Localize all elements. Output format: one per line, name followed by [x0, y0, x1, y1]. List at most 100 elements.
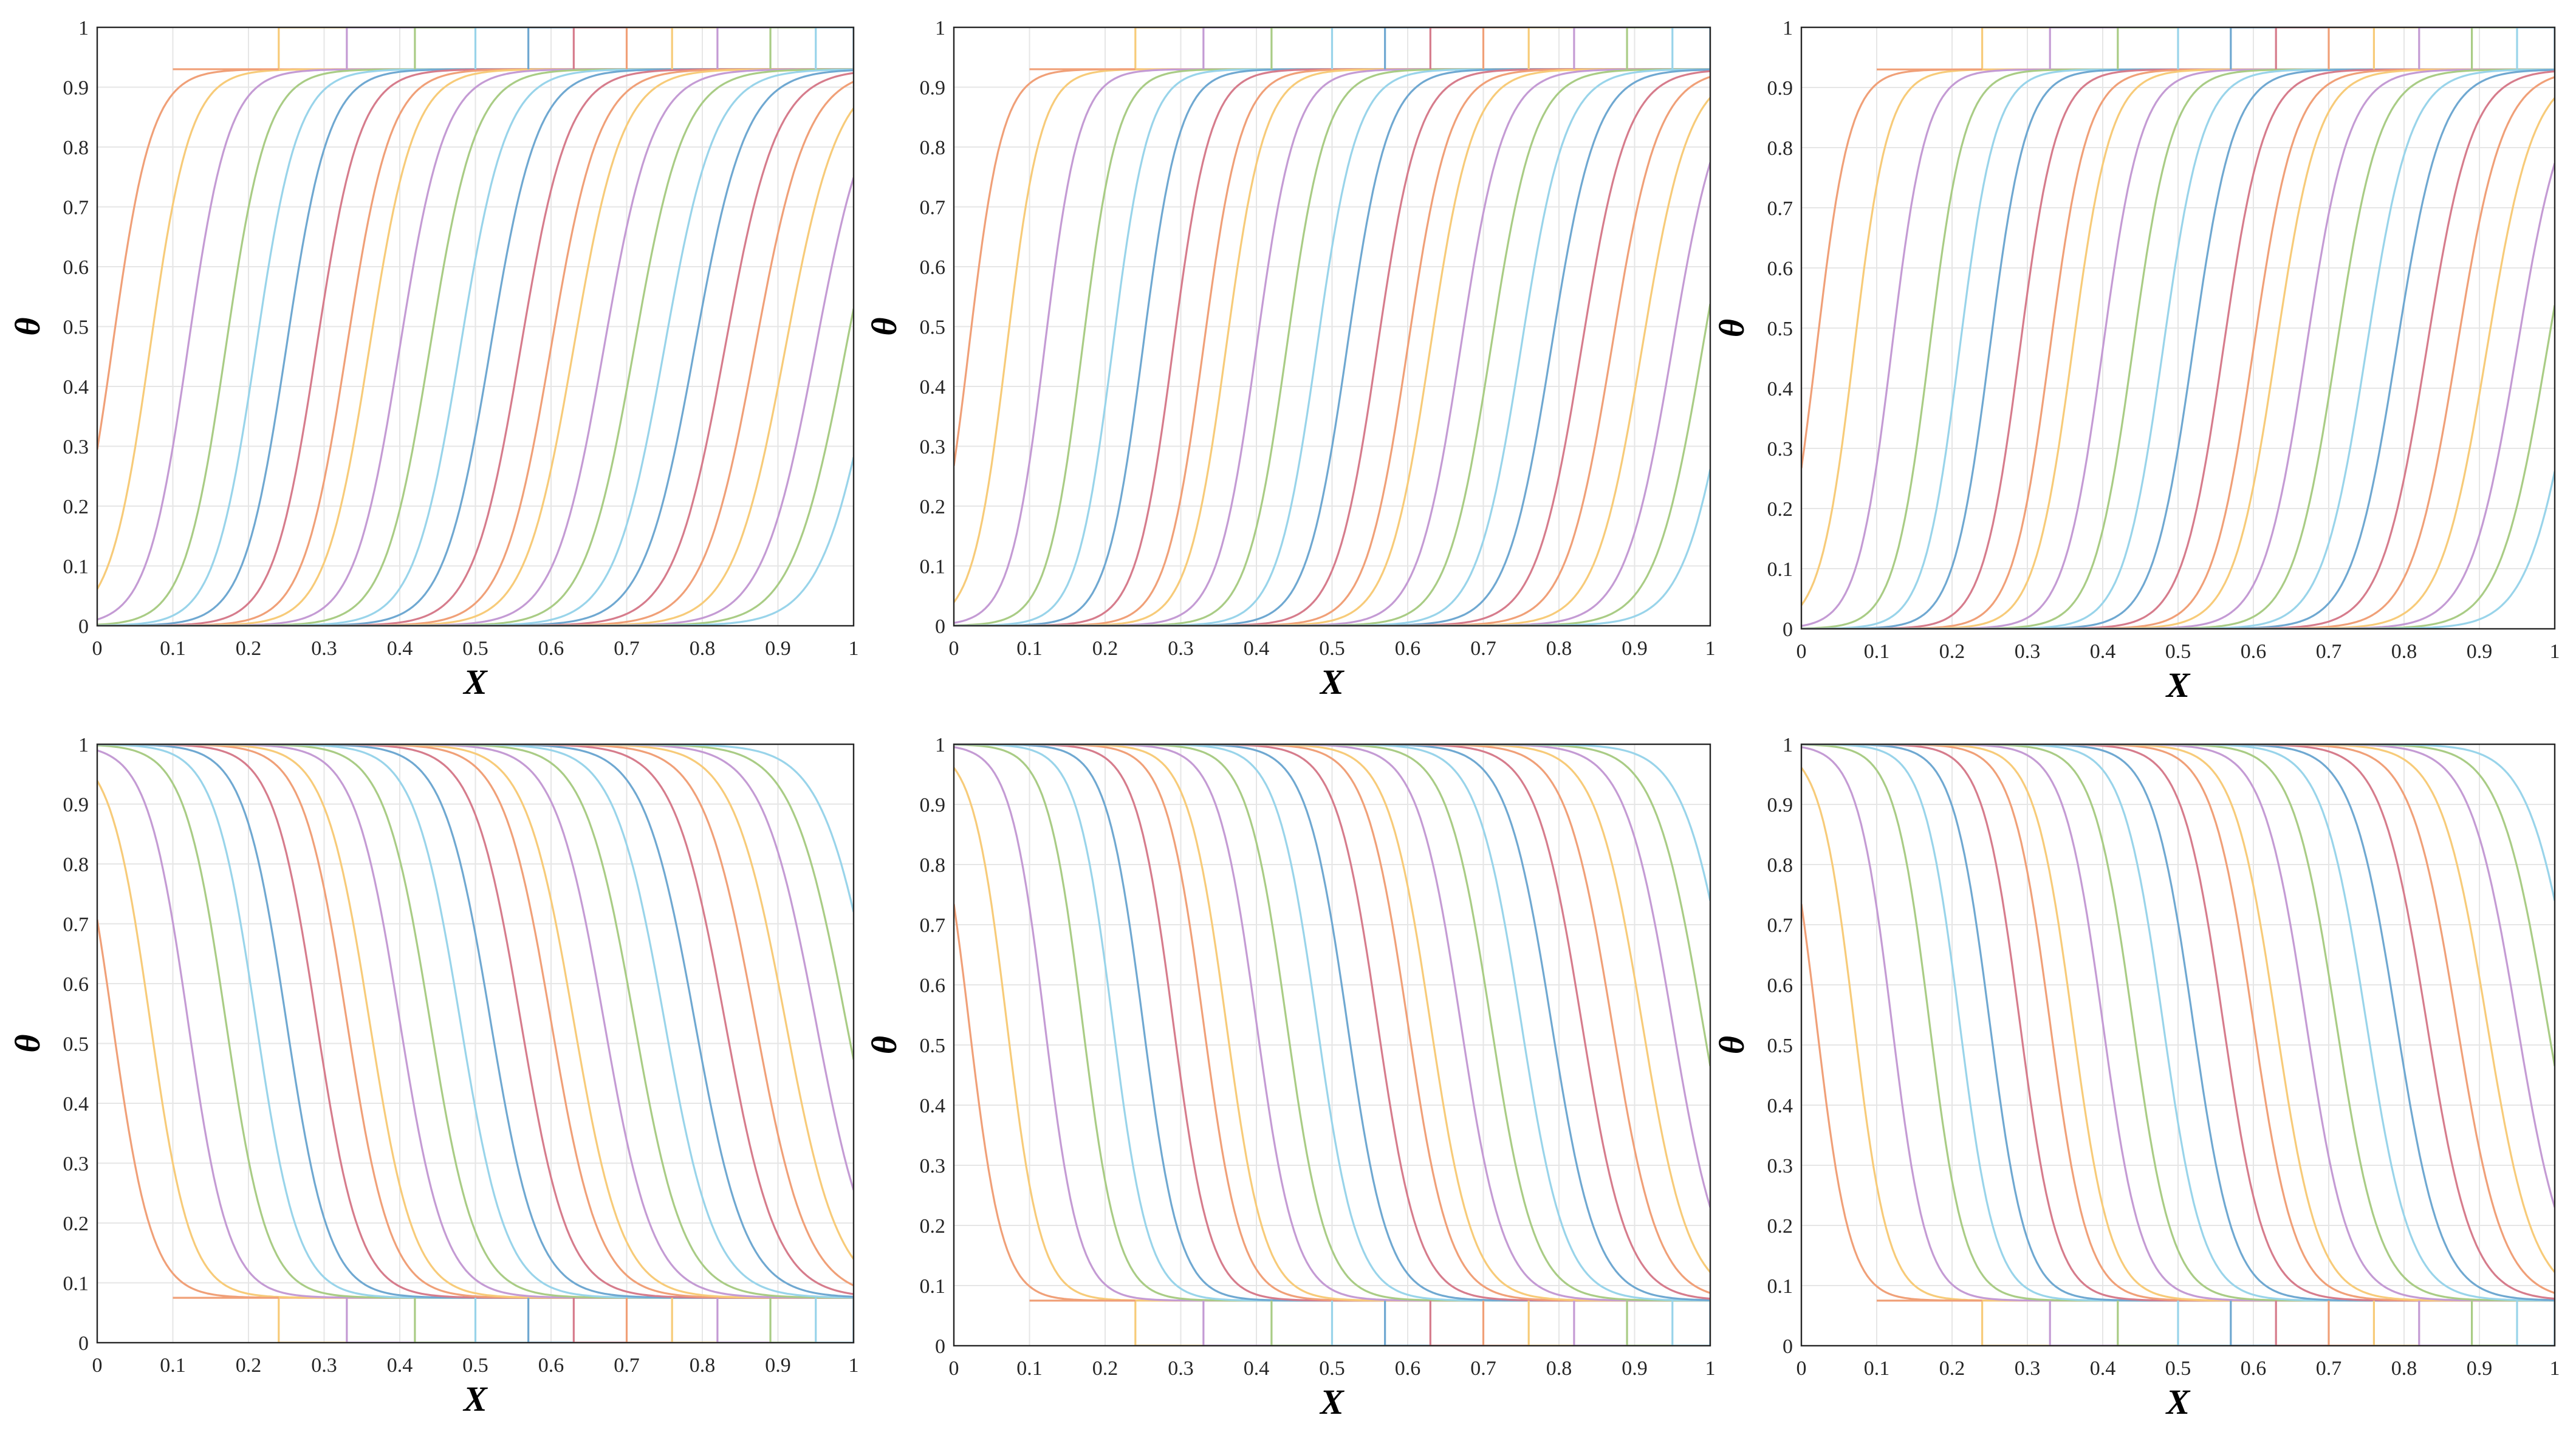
y-tick-label: 0.1: [1767, 1275, 1793, 1298]
x-tick-label: 0.6: [2241, 1357, 2267, 1380]
x-tick-label: 0.2: [236, 1354, 262, 1377]
series-line: [1801, 305, 2555, 629]
series-line: [954, 744, 1710, 1066]
series-line: [1801, 471, 2555, 629]
x-tick-label: 1: [849, 1354, 859, 1377]
y-tick-label: 0.3: [1767, 438, 1793, 461]
x-tick-label: 0.1: [1016, 637, 1043, 660]
series-line: [1801, 744, 2555, 1300]
x-tick-label: 0.5: [2165, 1357, 2191, 1380]
y-tick-label: 0.4: [1767, 1095, 1793, 1117]
x-tick-label: 0.5: [462, 1354, 488, 1377]
y-tick-label: 0.9: [63, 794, 89, 817]
series-line: [954, 97, 1710, 626]
x-tick-label: 0.8: [1546, 637, 1572, 660]
y-tick-label: 0.1: [1767, 558, 1793, 581]
plot-frame: [96, 26, 855, 627]
x-tick-label: 0.9: [1622, 637, 1648, 660]
x-axis-label: X: [2165, 1382, 2191, 1422]
x-tick-label: 0.9: [1622, 1357, 1648, 1380]
y-tick-label: 0.8: [920, 137, 946, 159]
series-line: [97, 744, 854, 1299]
series-line: [1801, 744, 2555, 1208]
y-tick-label: 0.9: [1767, 794, 1793, 817]
chart-panel-top-left: 0 0.1 0.2 0.3 0.4 0.5 0.6 0.7 0.8 0.9 1 0 0.1 0.2 0.3 0…: [8, 17, 859, 702]
x-tick-label: 1: [2550, 1357, 2560, 1380]
x-tick-label: 1: [849, 637, 859, 660]
y-tick-label: 0.9: [920, 77, 946, 100]
y-tick-label: 0: [935, 615, 945, 638]
x-tick-label: 0.5: [462, 637, 488, 660]
series-line: [1801, 744, 2555, 1273]
y-axis-label: θ: [8, 1034, 47, 1052]
y-tick-label: 0: [78, 615, 89, 638]
series-line: [1801, 163, 2555, 629]
series-group: [1801, 27, 2555, 629]
x-axis-label: X: [462, 1379, 488, 1419]
x-tick-label: 0.1: [1864, 640, 1890, 663]
series-line: [954, 744, 1710, 1208]
series-line: [1801, 744, 2555, 1066]
series-line: [97, 68, 854, 626]
y-tick-label: 1: [78, 17, 89, 39]
y-tick-label: 1: [935, 17, 945, 39]
x-tick-label: 0: [1797, 1357, 1807, 1380]
x-tick-label: 0.9: [2467, 640, 2493, 663]
x-tick-label: 0.1: [1016, 1357, 1043, 1380]
series-line: [97, 177, 854, 626]
series-line: [97, 744, 854, 1191]
series-line: [954, 162, 1710, 626]
y-tick-label: 0.4: [920, 376, 946, 399]
y-tick-label: 0.5: [1767, 1035, 1793, 1057]
x-tick-label: 0.3: [1168, 1357, 1194, 1380]
y-tick-label: 1: [1783, 734, 1793, 756]
x-tick-label: 0.7: [1470, 1357, 1496, 1380]
series-line: [954, 75, 1710, 626]
y-tick-label: 0.7: [63, 914, 89, 936]
x-tick-label: 0.4: [1244, 637, 1270, 660]
x-tick-label: 0.1: [160, 1354, 186, 1377]
x-tick-label: 0.1: [160, 637, 186, 660]
y-tick-label: 0.8: [63, 854, 89, 876]
x-tick-label: 0.1: [1864, 1357, 1890, 1380]
x-tick-label: 1: [1705, 1357, 1716, 1380]
chart-panel-bottom-middle: 0 0.1 0.2 0.3 0.4 0.5 0.6 0.7 0.8 0.9 1 0 0.1 0.2 0.3 0…: [865, 734, 1716, 1422]
plot-frame: [953, 26, 1711, 627]
series-line: [97, 744, 854, 913]
series-line: [954, 744, 1710, 1302]
y-tick-label: 0.1: [920, 1275, 946, 1298]
y-tick-label: 0.7: [1767, 197, 1793, 220]
y-tick-label: 0.8: [1767, 854, 1793, 877]
x-tick-label: 0.8: [1546, 1357, 1572, 1380]
y-tick-label: 0.3: [63, 436, 89, 459]
plot-frame: [1800, 743, 2556, 1347]
series-line: [954, 744, 1710, 1300]
x-tick-label: 0.3: [2015, 640, 2041, 663]
y-tick-label: 0.2: [63, 1213, 89, 1235]
series-line: [954, 468, 1710, 626]
y-tick-label: 0.2: [920, 496, 946, 518]
x-tick-label: 0.8: [2391, 640, 2417, 663]
chart-panel-top-right: 0 0.1 0.2 0.3 0.4 0.5 0.6 0.7 0.8 0.9 1 0 0.1 0.2 0.3 0…: [1712, 17, 2560, 705]
x-tick-label: 0.2: [1092, 637, 1118, 660]
x-tick-label: 0.7: [2316, 1357, 2342, 1380]
x-tick-label: 0.8: [690, 1354, 716, 1377]
y-tick-label: 0.1: [920, 556, 946, 578]
x-tick-label: 0.6: [538, 1354, 564, 1377]
x-tick-label: 1: [1705, 637, 1716, 660]
y-tick-label: 0.6: [63, 973, 89, 996]
series-line: [954, 68, 1710, 626]
x-tick-label: 0.9: [765, 1354, 791, 1377]
series-line: [97, 80, 854, 626]
y-tick-label: 0.3: [920, 436, 946, 459]
x-tick-label: 0.4: [2090, 640, 2116, 663]
x-axis-label: X: [1319, 662, 1345, 702]
x-tick-label: 0: [949, 637, 959, 660]
x-tick-label: 0.7: [2316, 640, 2342, 663]
series-line: [1801, 68, 2555, 629]
x-tick-label: 0.3: [311, 1354, 337, 1377]
x-tick-label: 0.9: [2467, 1357, 2493, 1380]
y-tick-label: 0: [78, 1332, 89, 1355]
x-tick-label: 0.6: [1395, 1357, 1421, 1380]
